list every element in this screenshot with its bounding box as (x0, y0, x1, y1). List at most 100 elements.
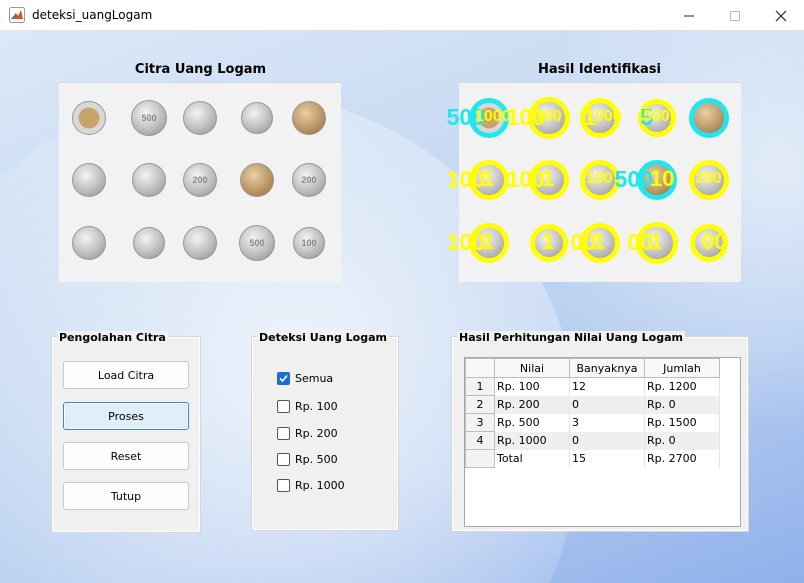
result-panel-title: Hasil Perhitungan Nilai Uang Logam (457, 331, 685, 344)
checkbox-label-rp1000: Rp. 1000 (295, 479, 345, 492)
figure-client-area: Citra Uang Logam 500 200 200 500 100 Hasil I… (0, 31, 804, 583)
table-cell-nilai[interactable]: Total (494, 449, 570, 468)
matlab-icon (9, 7, 25, 23)
coin: 200 (183, 163, 217, 197)
result-image-title: Hasil Identifikasi (538, 62, 661, 77)
result-table: Nilai Banyaknya Jumlah 1 Rp. 100 12 Rp. … (465, 358, 720, 468)
processing-panel-title: Pengolahan Citra (57, 331, 168, 344)
minimize-icon (684, 15, 694, 16)
detection-label: 500 (446, 104, 485, 130)
detection-label: 00 (627, 229, 653, 255)
table-cell-jumlah[interactable]: Rp. 0 (644, 431, 720, 450)
column-header-banyaknya[interactable]: Banyaknya (569, 358, 645, 378)
column-header-jumlah[interactable]: Jumlah (644, 358, 720, 378)
detection-label: 100 (506, 166, 545, 192)
coin (240, 163, 274, 197)
maximize-button[interactable] (712, 0, 758, 31)
detection-ring (637, 160, 677, 200)
detection-label: 100 (506, 104, 545, 130)
table-cell-nilai[interactable]: Rp. 200 (494, 395, 570, 414)
checkbox-rp100[interactable]: Rp. 100 (277, 400, 338, 413)
checkbox-rp500[interactable]: Rp. 500 (277, 453, 338, 466)
coin (72, 101, 106, 135)
coin: 200 (292, 163, 326, 197)
process-button[interactable]: Proses (63, 402, 189, 430)
checkbox-box-rp1000[interactable] (277, 479, 290, 492)
table-cell-banyaknya[interactable]: 15 (569, 449, 645, 468)
table-cell-banyaknya[interactable]: 12 (569, 377, 645, 396)
table-row: 4 Rp. 1000 0 Rp. 0 (465, 431, 720, 450)
checkbox-semua[interactable]: Semua (277, 372, 333, 385)
detection-ring (469, 160, 509, 200)
column-header-nilai[interactable]: Nilai (494, 358, 570, 378)
detection-ring (636, 222, 678, 264)
detection-label: 5 (640, 104, 653, 130)
detection-label: 1 (583, 104, 596, 130)
checkbox-rp200[interactable]: Rp. 200 (277, 427, 338, 440)
table-cell-jumlah[interactable]: Rp. 2700 (644, 449, 720, 468)
checkbox-box-rp500[interactable] (277, 453, 290, 466)
coin: 500 (239, 225, 275, 261)
checkbox-label-semua: Semua (295, 372, 334, 385)
checkmark-icon (279, 374, 288, 383)
coin: 100 (293, 227, 325, 259)
table-cell-banyaknya[interactable]: 0 (569, 431, 645, 450)
table-cell-banyaknya[interactable]: 3 (569, 413, 645, 432)
checkbox-rp1000[interactable]: Rp. 1000 (277, 479, 345, 492)
coin (132, 163, 166, 197)
detection-ring (689, 160, 729, 200)
checkbox-box-rp100[interactable] (277, 400, 290, 413)
result-image-axes: 500 1000 100 100 1 1000 5 500 100 1 100 1 100 500 10 20… (447, 82, 741, 282)
detection-value-label: 1000 (475, 108, 511, 125)
detection-value-label: 500 (643, 108, 670, 125)
table-row: 2 Rp. 200 0 Rp. 0 (465, 395, 720, 414)
detection-label: 100 (446, 229, 485, 255)
detection-ring (528, 97, 570, 139)
close-icon (775, 10, 787, 21)
detection-value-label: 10 (650, 166, 675, 191)
table-cell-banyaknya[interactable]: 0 (569, 395, 645, 414)
table-row: 1 Rp. 100 12 Rp. 1200 (465, 377, 720, 396)
detection-value-label: 1 (542, 166, 555, 191)
window-title: deteksi_uangLogam (32, 8, 153, 22)
detection-value-label: 1 (593, 229, 606, 254)
detection-ring (690, 224, 728, 262)
table-cell-jumlah[interactable]: Rp. 0 (644, 395, 720, 414)
detection-label: 100 (446, 166, 485, 192)
coin (72, 226, 106, 260)
checkbox-box-semua[interactable] (277, 372, 290, 385)
checkbox-label-rp200: Rp. 200 (295, 427, 338, 440)
detection-ring (530, 224, 568, 262)
table-cell-nilai[interactable]: Rp. 1000 (494, 431, 570, 450)
detection-label: 500 (614, 166, 653, 192)
close-app-button[interactable]: Tutup (63, 482, 189, 510)
detection-panel: Deteksi Uang Logam Semua Rp. 100 Rp. 200… (251, 331, 399, 531)
coin (72, 163, 106, 197)
detection-label: 00 (570, 229, 596, 255)
coin (241, 102, 273, 134)
row-header: 2 (465, 395, 495, 414)
detection-ring (689, 98, 729, 138)
table-corner (465, 358, 495, 378)
detection-value-label: 200 (695, 170, 722, 187)
table-cell-nilai[interactable]: Rp. 500 (494, 413, 570, 432)
table-cell-jumlah[interactable]: Rp. 1200 (644, 377, 720, 396)
load-image-button[interactable]: Load Citra (63, 361, 189, 389)
coin: 500 (131, 100, 167, 136)
result-table-container[interactable]: Nilai Banyaknya Jumlah 1 Rp. 100 12 Rp. … (464, 357, 741, 527)
maximize-icon (730, 10, 740, 21)
minimize-button[interactable] (666, 0, 712, 31)
table-cell-jumlah[interactable]: Rp. 1500 (644, 413, 720, 432)
table-row: 3 Rp. 500 3 Rp. 1500 (465, 413, 720, 432)
detection-value-label: 100 (535, 108, 562, 125)
table-cell-nilai[interactable]: Rp. 100 (494, 377, 570, 396)
close-button[interactable] (758, 0, 804, 31)
reset-button[interactable]: Reset (63, 442, 189, 470)
detection-value-label: 1000 (586, 108, 622, 125)
checkbox-label-rp500: Rp. 500 (295, 453, 338, 466)
detection-panel-title: Deteksi Uang Logam (257, 331, 389, 344)
coin (133, 227, 165, 259)
coin (183, 101, 217, 135)
checkbox-box-rp200[interactable] (277, 427, 290, 440)
title-bar: deteksi_uangLogam (0, 0, 804, 31)
